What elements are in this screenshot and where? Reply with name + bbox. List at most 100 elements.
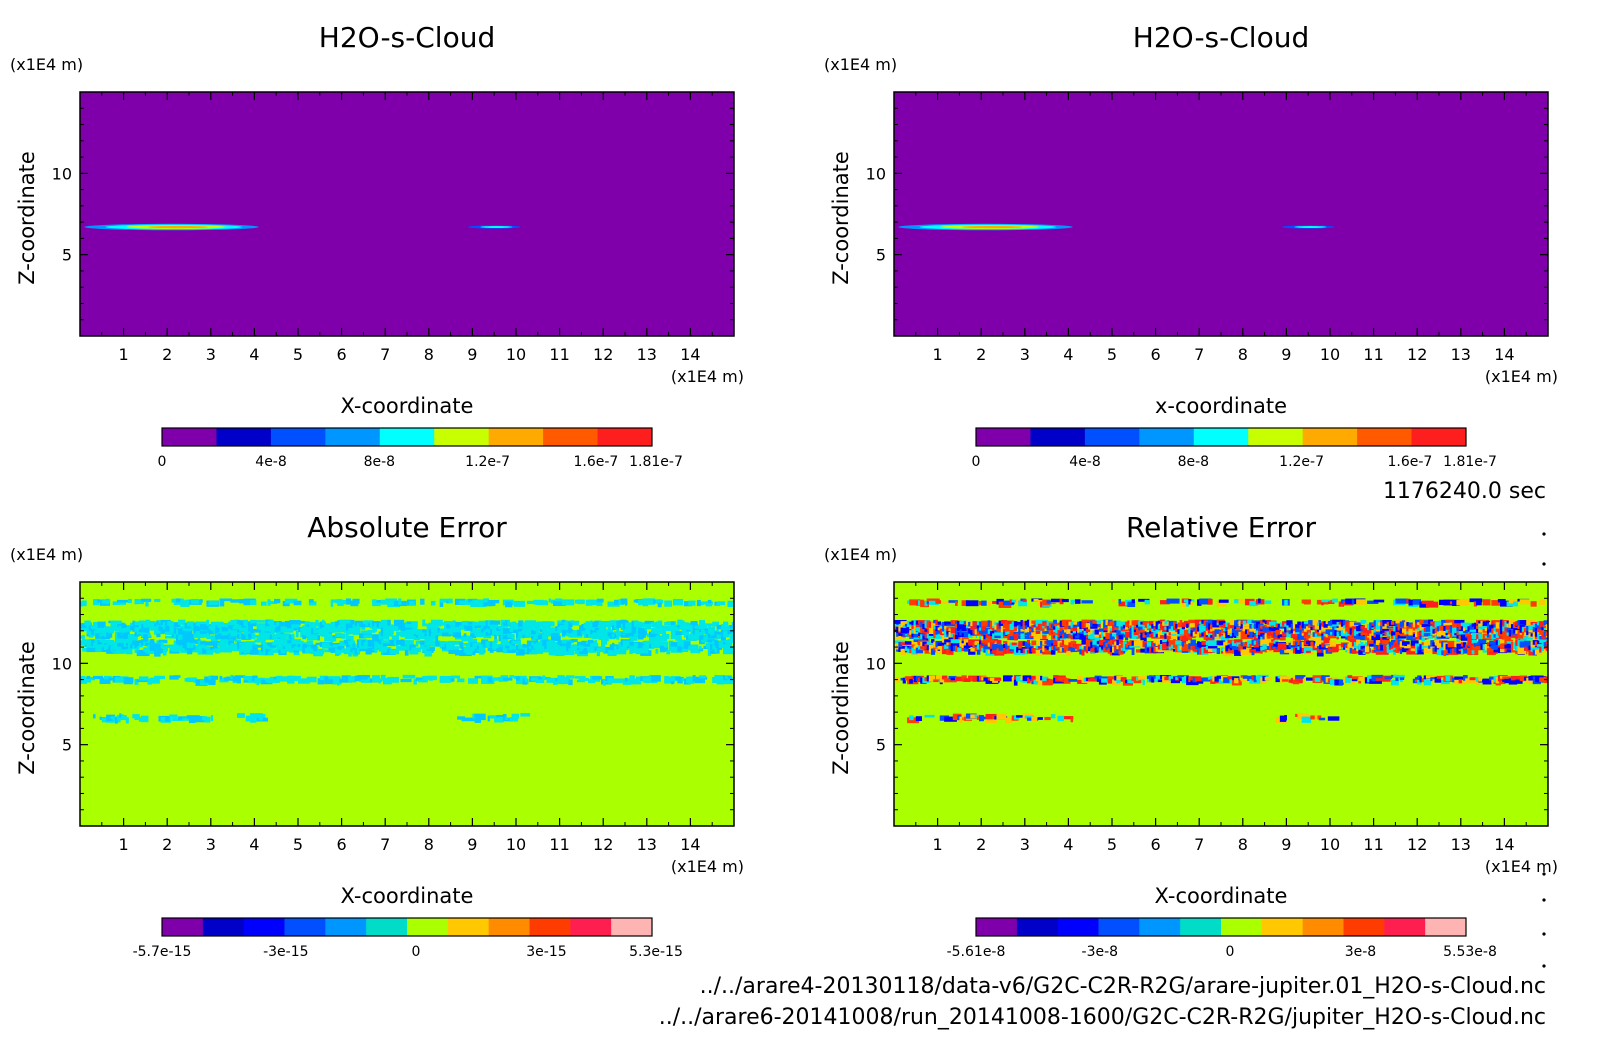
colorbar-segment	[488, 428, 544, 446]
error-patch	[1303, 676, 1309, 681]
error-patch	[321, 627, 328, 633]
error-patch	[948, 643, 953, 650]
error-patch	[141, 627, 150, 633]
error-patch	[345, 598, 351, 605]
error-patch	[1033, 648, 1037, 652]
error-patch	[1351, 676, 1363, 680]
error-patch	[1316, 650, 1324, 657]
error-patch	[1081, 619, 1087, 623]
colorbar-segment	[243, 918, 285, 936]
error-patch	[1493, 622, 1506, 628]
error-patch	[1183, 675, 1187, 682]
error-patch	[1210, 676, 1213, 680]
error-patch	[446, 643, 455, 649]
error-patch	[1022, 624, 1027, 630]
error-patch	[727, 678, 734, 683]
error-patch	[1539, 628, 1545, 635]
error-patch	[1057, 715, 1064, 722]
error-patch	[254, 677, 266, 684]
error-patch	[518, 648, 530, 655]
error-patch	[509, 645, 519, 651]
cloud-feature-2-ring-2	[480, 226, 513, 229]
error-patch	[1517, 634, 1531, 640]
error-patch	[121, 626, 128, 633]
error-patch	[1397, 639, 1402, 645]
error-patch	[1216, 600, 1227, 607]
error-patch	[1031, 675, 1038, 682]
error-patch	[269, 622, 282, 628]
error-patch	[896, 640, 907, 644]
error-patch	[324, 678, 336, 685]
error-patch	[926, 641, 939, 645]
error-patch	[585, 626, 591, 630]
error-patch	[90, 629, 94, 635]
error-patch	[505, 620, 508, 624]
error-patch	[160, 641, 164, 648]
error-patch	[955, 634, 959, 641]
error-patch	[596, 598, 604, 603]
error-patch	[147, 648, 151, 654]
footer-file-2: ../../arare6-20141008/run_20141008-1600/…	[659, 1005, 1546, 1030]
colorbar-segment	[270, 428, 326, 446]
error-patch	[1323, 639, 1327, 644]
error-patch	[1391, 679, 1399, 686]
error-patch	[313, 630, 320, 634]
error-patch	[1258, 635, 1271, 642]
error-patch	[1166, 634, 1172, 640]
error-patch	[411, 625, 418, 629]
colorbar-tick-label: 3e-15	[526, 944, 566, 960]
error-patch	[452, 620, 456, 627]
error-patch	[363, 634, 374, 639]
error-patch	[1151, 677, 1154, 681]
error-patch	[1417, 675, 1422, 680]
error-patch	[80, 635, 85, 639]
error-patch	[1506, 649, 1512, 653]
colorbar-tick-label: 1.6e-7	[573, 454, 618, 470]
error-patch	[254, 639, 263, 643]
error-patch	[1297, 621, 1301, 628]
error-patch	[587, 599, 595, 604]
error-patch	[1534, 649, 1543, 655]
error-patch	[542, 625, 547, 632]
error-patch	[470, 633, 473, 637]
error-patch	[677, 677, 683, 684]
colorbar-tick-label: -3e-15	[263, 944, 308, 960]
error-patch	[271, 627, 279, 633]
error-patch	[915, 620, 919, 625]
error-patch	[1360, 628, 1365, 632]
error-patch	[607, 601, 620, 607]
colorbar-segment	[1139, 428, 1195, 446]
error-patch	[1321, 679, 1325, 682]
error-patch	[1205, 640, 1210, 646]
error-patch	[1072, 627, 1079, 631]
error-patch	[696, 631, 700, 635]
error-patch	[437, 627, 441, 632]
error-patch	[683, 641, 691, 647]
error-patch	[1532, 649, 1537, 656]
error-patch	[948, 628, 952, 632]
colorbar-segment	[1030, 428, 1086, 446]
error-patch	[955, 601, 958, 606]
error-patch	[470, 639, 478, 642]
error-patch	[1297, 639, 1301, 646]
error-patch	[1386, 647, 1392, 653]
error-patch	[1510, 642, 1514, 649]
colorbar-segment	[325, 918, 367, 936]
error-patch	[162, 649, 167, 656]
error-patch	[972, 676, 981, 682]
error-patch	[1347, 675, 1353, 678]
error-patch	[306, 676, 317, 683]
error-patch	[444, 621, 457, 627]
error-patch	[132, 714, 140, 719]
error-patch	[1240, 645, 1244, 650]
colorbar-segment	[1016, 918, 1059, 936]
error-patch	[247, 626, 254, 632]
error-patch	[1188, 599, 1192, 605]
x-tick-label: 1	[933, 835, 943, 854]
error-patch	[1334, 679, 1343, 686]
error-patch	[1484, 600, 1490, 605]
error-patch	[125, 649, 133, 655]
x-tick-label: 12	[593, 345, 613, 364]
error-patch	[596, 650, 601, 657]
error-patch	[1439, 620, 1444, 626]
